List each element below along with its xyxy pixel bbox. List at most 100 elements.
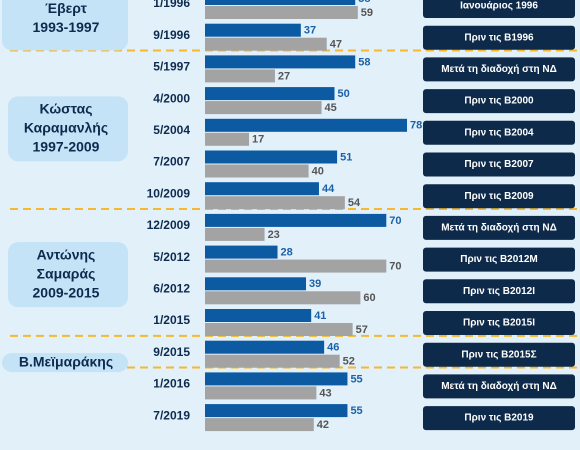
note-text: Πριν τις Β1996 — [464, 32, 534, 43]
bar — [205, 196, 345, 210]
value-label: 55 — [350, 405, 362, 417]
leader-name: 2009-2015 — [33, 284, 100, 300]
note-text: Μετά τη διαδοχή στη ΝΔ — [441, 64, 557, 75]
bar — [205, 69, 275, 83]
value-label: 42 — [317, 419, 329, 431]
value-label: 55 — [350, 373, 362, 385]
value-label: 41 — [314, 310, 326, 322]
bar — [205, 277, 307, 291]
date-label: 1/2015 — [153, 313, 190, 327]
leader-name: Κώστας — [40, 101, 93, 117]
note-badge — [423, 406, 575, 431]
value-label: 40 — [312, 165, 324, 177]
value-label: 46 — [327, 342, 339, 354]
bar — [205, 259, 387, 273]
value-label: 43 — [319, 387, 331, 399]
bar — [205, 132, 250, 146]
value-label: 54 — [348, 197, 361, 209]
leader-box — [8, 242, 128, 308]
note-badge — [423, 57, 575, 82]
note-badge — [423, 184, 575, 209]
note-badge — [423, 89, 575, 114]
date-label: 4/2000 — [153, 91, 190, 105]
leader-name: Αντώνης — [37, 246, 96, 262]
date-label: 1/1996 — [153, 0, 190, 10]
value-label: 51 — [340, 151, 352, 163]
bar — [205, 213, 387, 227]
bar — [205, 150, 338, 164]
value-label: 70 — [389, 215, 401, 227]
bar — [205, 245, 278, 259]
note-badge — [423, 374, 575, 399]
note-text: Πριν τις Β2012Ι — [463, 286, 535, 297]
bar — [205, 418, 314, 432]
date-label: 1/2016 — [153, 377, 190, 391]
value-label: 47 — [330, 39, 342, 51]
note-text: Πριν τις Β2007 — [464, 159, 534, 170]
date-label: 6/2012 — [153, 281, 190, 295]
value-label: 44 — [322, 183, 335, 195]
bar — [205, 164, 309, 178]
note-text: Πριν τις Β2009 — [464, 191, 534, 202]
date-label: 7/2019 — [153, 408, 190, 422]
bar — [205, 291, 361, 305]
note-badge — [423, 247, 575, 272]
bar — [205, 323, 353, 336]
value-label: 17 — [252, 134, 264, 146]
leader-name: 1993-1997 — [33, 19, 100, 35]
value-label: 50 — [338, 88, 350, 100]
leader-name: Σαμαράς — [37, 265, 96, 281]
value-label: 70 — [389, 261, 401, 273]
bar — [205, 23, 301, 37]
value-label: 27 — [278, 70, 290, 82]
value-label: 37 — [304, 25, 316, 37]
note-text: Πριν τις Β2019 — [464, 413, 534, 424]
note-text: Πριν τις Β2015Ι — [463, 318, 535, 329]
note-badge — [423, 0, 575, 18]
bar — [205, 354, 340, 368]
value-label: 39 — [309, 278, 321, 290]
note-badge — [423, 152, 575, 177]
leader-name: Β.Μεϊμαράκης — [19, 353, 113, 369]
note-text: Πριν τις Β2012Μ — [460, 254, 538, 265]
bar — [205, 118, 408, 132]
bar — [205, 101, 322, 115]
date-label: 7/2007 — [153, 155, 190, 169]
bar — [205, 0, 356, 5]
value-label: 57 — [356, 324, 368, 336]
value-label: 60 — [363, 292, 375, 304]
value-label: 28 — [281, 247, 293, 259]
date-label: 9/1996 — [153, 28, 190, 42]
leader-name: 1997-2009 — [33, 139, 100, 155]
note-badge — [423, 120, 575, 145]
bar — [205, 227, 265, 241]
date-label: 5/1997 — [153, 60, 190, 74]
leader-name: Καραμανλής — [24, 120, 108, 136]
bar — [205, 386, 317, 400]
note-text: Πριν τις Β2015Σ — [461, 349, 536, 360]
date-label: 5/2012 — [153, 250, 190, 264]
note-text: Ιανουάριος 1996 — [460, 1, 538, 12]
note-badge — [423, 215, 575, 240]
bar — [205, 404, 348, 418]
leader-name: Έβερτ — [45, 0, 87, 16]
note-badge — [423, 342, 575, 367]
value-label: 23 — [268, 229, 280, 241]
note-text: Πριν τις Β2004 — [464, 127, 534, 138]
bar — [205, 340, 325, 354]
value-label: 58 — [358, 56, 370, 68]
bar — [205, 87, 335, 101]
leader-box — [2, 353, 128, 373]
date-label: 5/2004 — [153, 123, 190, 137]
date-label: 12/2009 — [147, 218, 191, 232]
value-label: 78 — [410, 120, 422, 132]
note-text: Μετά τη διαδοχή στη ΝΔ — [441, 223, 557, 234]
leader-box — [2, 0, 128, 51]
bar — [205, 37, 327, 51]
value-label: 52 — [343, 356, 355, 368]
note-text: Μετά τη διαδοχή στη ΝΔ — [441, 381, 557, 392]
bar — [205, 372, 348, 386]
note-badge — [423, 279, 575, 304]
